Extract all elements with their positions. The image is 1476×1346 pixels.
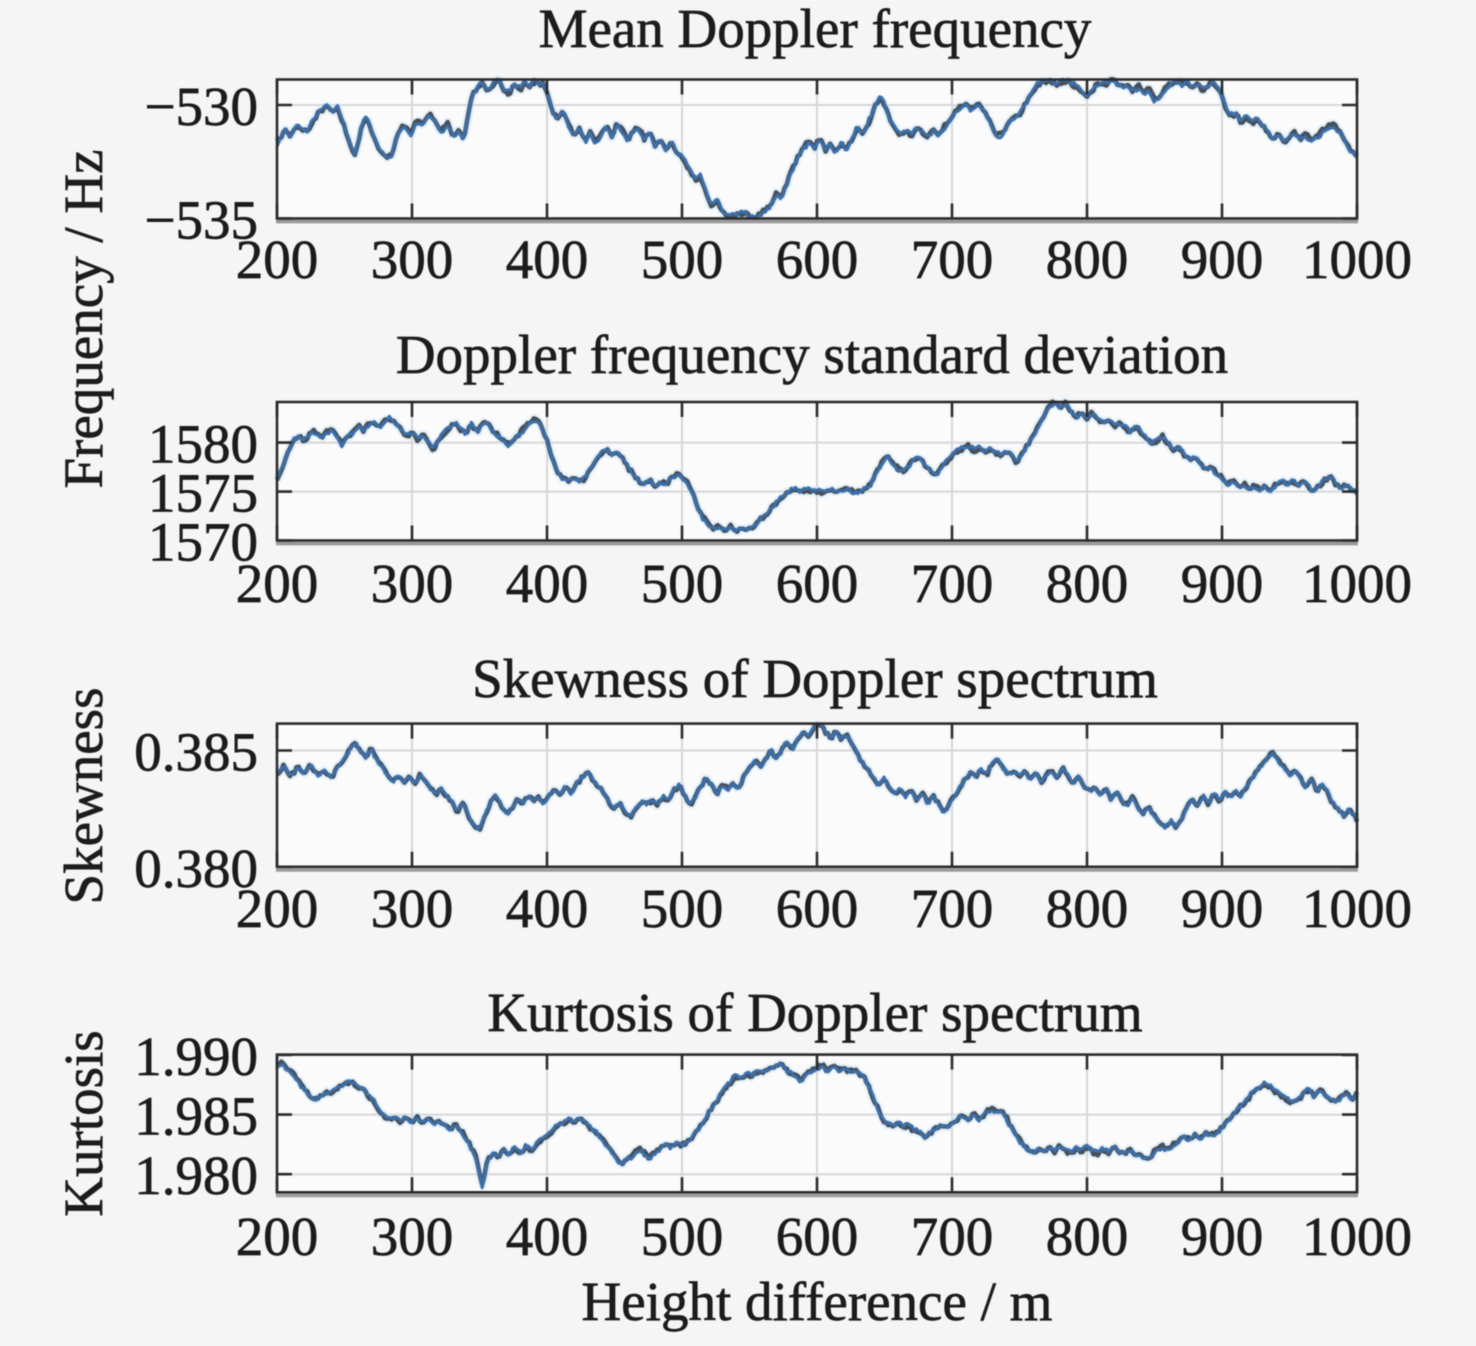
svg-text:0.385: 0.385	[134, 722, 258, 783]
svg-text:900: 900	[1181, 229, 1264, 290]
svg-text:600: 600	[776, 229, 859, 290]
svg-text:300: 300	[371, 1206, 454, 1267]
svg-text:1000: 1000	[1302, 553, 1412, 614]
svg-text:1000: 1000	[1302, 1206, 1412, 1267]
svg-text:−535: −535	[144, 190, 258, 251]
svg-text:500: 500	[641, 878, 724, 939]
svg-text:Skewness of Doppler spectrum: Skewness of Doppler spectrum	[472, 648, 1158, 709]
svg-text:Doppler frequency standard dev: Doppler frequency standard deviation	[396, 324, 1228, 385]
svg-text:500: 500	[641, 229, 724, 290]
svg-text:300: 300	[371, 229, 454, 290]
svg-text:300: 300	[371, 553, 454, 614]
svg-text:1.980: 1.980	[134, 1145, 258, 1206]
svg-text:700: 700	[911, 1206, 994, 1267]
svg-text:200: 200	[236, 1206, 319, 1267]
svg-text:900: 900	[1181, 553, 1264, 614]
svg-text:1000: 1000	[1302, 229, 1412, 290]
svg-text:Kurtosis of Doppler spectrum: Kurtosis of Doppler spectrum	[487, 982, 1142, 1043]
svg-text:Mean Doppler frequency: Mean Doppler frequency	[539, 0, 1092, 59]
svg-text:600: 600	[776, 1206, 859, 1267]
svg-text:Frequency / Hz: Frequency / Hz	[53, 149, 114, 488]
svg-text:700: 700	[911, 878, 994, 939]
svg-text:800: 800	[1046, 553, 1129, 614]
svg-text:1000: 1000	[1302, 878, 1412, 939]
svg-text:Height difference / m: Height difference / m	[582, 1271, 1053, 1332]
svg-text:500: 500	[641, 1206, 724, 1267]
svg-text:1580: 1580	[148, 414, 258, 475]
svg-text:400: 400	[506, 553, 589, 614]
svg-text:Skewness: Skewness	[53, 688, 114, 905]
svg-text:400: 400	[506, 878, 589, 939]
svg-text:1570: 1570	[148, 512, 258, 573]
svg-text:700: 700	[911, 553, 994, 614]
svg-text:900: 900	[1181, 878, 1264, 939]
svg-text:1575: 1575	[148, 463, 258, 524]
svg-text:600: 600	[776, 553, 859, 614]
svg-text:400: 400	[506, 229, 589, 290]
svg-text:800: 800	[1046, 1206, 1129, 1267]
svg-text:0.380: 0.380	[134, 838, 258, 899]
svg-text:1.990: 1.990	[134, 1026, 258, 1087]
svg-text:300: 300	[371, 878, 454, 939]
svg-text:200: 200	[236, 553, 319, 614]
svg-text:900: 900	[1181, 1206, 1264, 1267]
svg-text:600: 600	[776, 878, 859, 939]
svg-text:800: 800	[1046, 878, 1129, 939]
svg-text:700: 700	[911, 229, 994, 290]
svg-text:800: 800	[1046, 229, 1129, 290]
svg-text:−530: −530	[144, 76, 258, 137]
svg-text:400: 400	[506, 1206, 589, 1267]
svg-text:200: 200	[236, 229, 319, 290]
svg-text:200: 200	[236, 878, 319, 939]
svg-text:1.985: 1.985	[134, 1086, 258, 1147]
svg-text:Kurtosis: Kurtosis	[53, 1030, 114, 1216]
svg-text:500: 500	[641, 553, 724, 614]
